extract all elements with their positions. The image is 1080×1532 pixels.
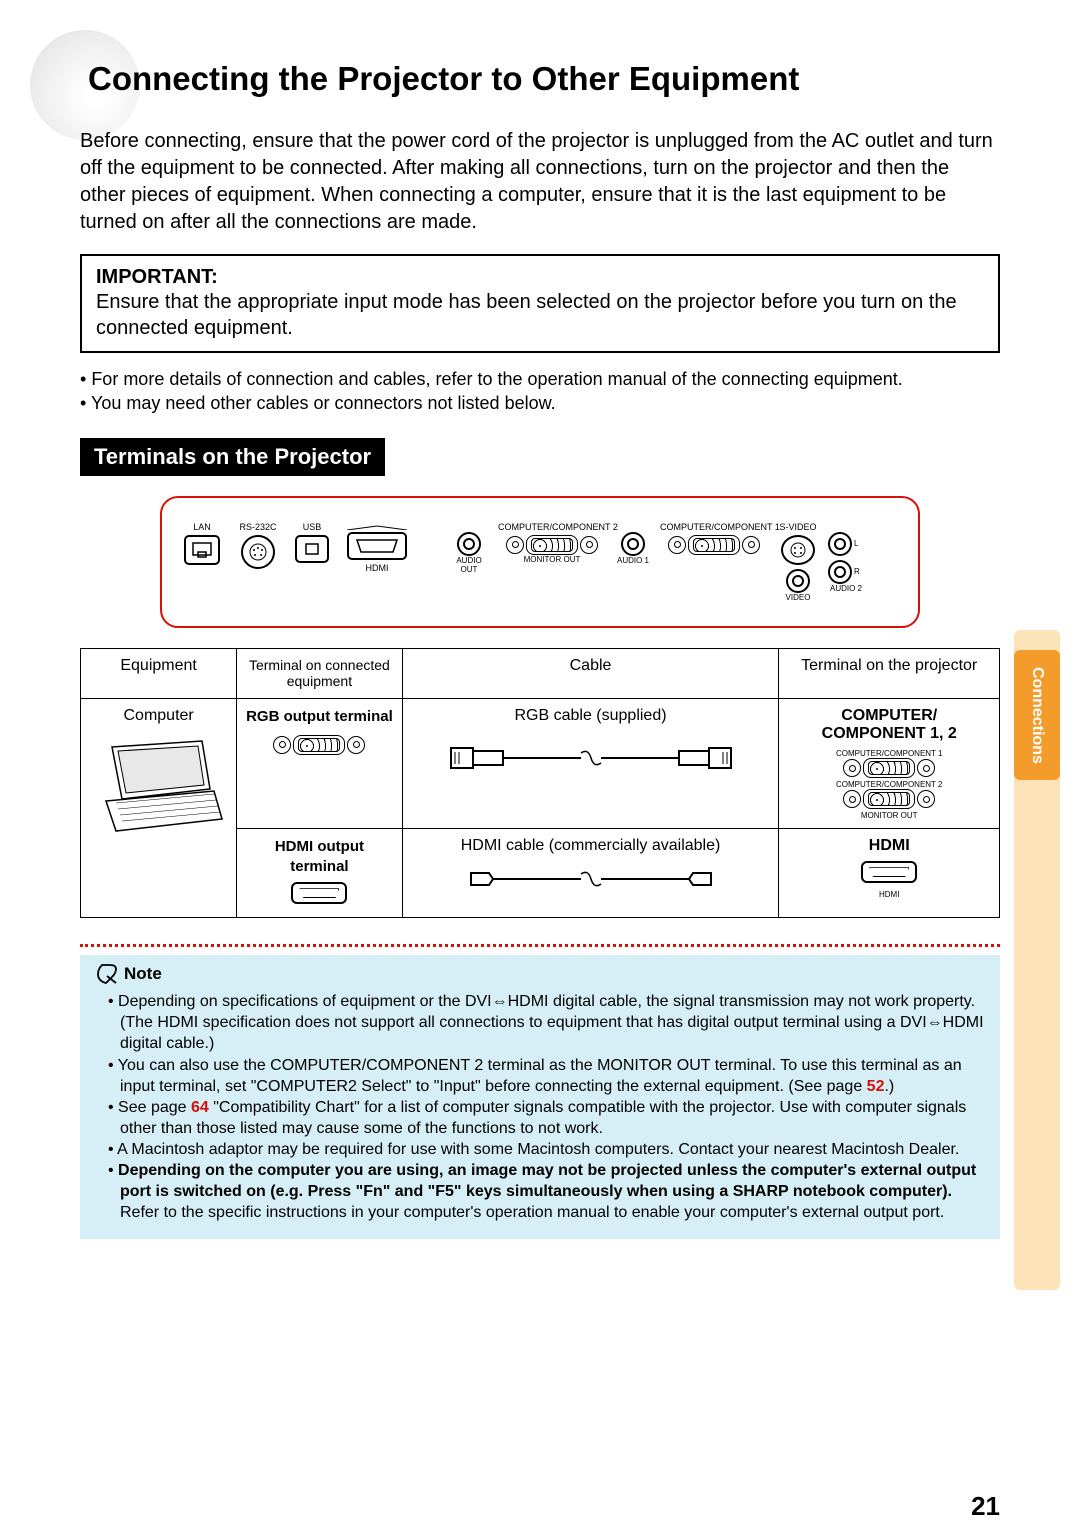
- table-row: Computer RGB output terminal: [81, 699, 1000, 829]
- audio-out-jack-icon: [457, 532, 481, 556]
- rs232c-port-icon: [241, 535, 275, 569]
- audio2-r-jack-icon: [828, 560, 852, 584]
- important-label: IMPORTANT:: [96, 266, 984, 289]
- cell-cable-hdmi: HDMI cable (commercially available): [402, 829, 779, 918]
- table-header-term-conn: Terminal on connected equipment: [237, 648, 402, 699]
- terminal-rs232c-label: RS-232C: [234, 522, 282, 532]
- vga2-screw-icon: [580, 536, 598, 554]
- vga-screw-icon: [917, 790, 935, 808]
- note-item: See page 64 "Compatibility Chart" for a …: [96, 1097, 984, 1139]
- important-text: Ensure that the appropriate input mode h…: [96, 289, 984, 341]
- page-ref: 64: [191, 1099, 209, 1116]
- table-header-equipment: Equipment: [81, 648, 237, 699]
- important-box: IMPORTANT: Ensure that the appropriate i…: [80, 254, 1000, 353]
- vga-screw-icon: [273, 736, 291, 754]
- vga1-port-icon: [688, 535, 740, 555]
- cell-projterm-rgb: COMPUTER/ COMPONENT 1, 2 COMPUTER/COMPON…: [779, 699, 1000, 829]
- terminal-r-label: R: [854, 567, 860, 576]
- vga-screw-icon: [843, 759, 861, 777]
- lan-port-icon: [184, 535, 220, 565]
- table-header-term-proj: Terminal on the projector: [779, 648, 1000, 699]
- note-icon: [96, 963, 118, 985]
- vga-port-icon: [863, 789, 915, 809]
- equipment-label: Computer: [123, 707, 193, 724]
- terminal-comp2-label: COMPUTER/COMPONENT 2: [498, 522, 606, 532]
- terminal-l-label: L: [854, 539, 858, 548]
- table-header-cable: Cable: [402, 648, 779, 699]
- terminal-svideo-label: S-VIDEO: [778, 522, 818, 532]
- hdmi-cable-label: HDMI cable (commercially available): [461, 837, 721, 854]
- connection-table: Equipment Terminal on connected equipmen…: [80, 648, 1000, 919]
- proj-sub-comp1: COMPUTER/COMPONENT 1: [787, 749, 991, 758]
- vga2-screw-icon: [506, 536, 524, 554]
- hdmi-leader-line: [347, 522, 407, 530]
- note-list: Depending on specifications of equipment…: [96, 991, 984, 1223]
- laptop-icon: [94, 733, 224, 833]
- svideo-port-icon: [781, 535, 815, 565]
- note-header: Note: [96, 963, 984, 985]
- proj-term-hdmi-label: HDMI: [869, 837, 910, 854]
- terminal-usb-label: USB: [292, 522, 332, 532]
- vga1-screw-icon: [742, 536, 760, 554]
- note-item: Depending on the computer you are using,…: [96, 1160, 984, 1223]
- terminal-comp1-label: COMPUTER/COMPONENT 1: [660, 522, 768, 532]
- vga1-screw-icon: [668, 536, 686, 554]
- note-item: Depending on specifications of equipment…: [96, 991, 984, 1054]
- vga-screw-icon: [917, 759, 935, 777]
- terminal-hdmi-label: HDMI: [342, 563, 412, 573]
- usb-port-icon: [295, 535, 329, 563]
- terminal-video-label: VIDEO: [778, 593, 818, 602]
- proj-sub-hdmi: HDMI: [787, 890, 991, 899]
- video-jack-icon: [786, 569, 810, 593]
- hdmi-term-label: HDMI output terminal: [275, 838, 364, 875]
- section-heading: Terminals on the Projector: [80, 438, 385, 476]
- audio1-jack-icon: [621, 532, 645, 556]
- intro-paragraph: Before connecting, ensure that the power…: [80, 128, 1000, 236]
- rgb-cable-label: RGB cable (supplied): [514, 707, 666, 724]
- cell-term-hdmi: HDMI output terminal: [237, 829, 402, 918]
- pre-bullets: For more details of connection and cable…: [80, 367, 1000, 416]
- table-header-row: Equipment Terminal on connected equipmen…: [81, 648, 1000, 699]
- proj-term-comp-label: COMPUTER/ COMPONENT 1, 2: [822, 707, 957, 742]
- terminal-monitorout-label: MONITOR OUT: [498, 555, 606, 564]
- note-item: You can also use the COMPUTER/COMPONENT …: [96, 1055, 984, 1097]
- note-label: Note: [124, 964, 162, 984]
- cell-equipment: Computer: [81, 699, 237, 918]
- vga-port-icon: [293, 735, 345, 755]
- terminal-lan-label: LAN: [180, 522, 224, 532]
- pre-bullet-1: For more details of connection and cable…: [80, 367, 1000, 391]
- page-title: Connecting the Projector to Other Equipm…: [88, 60, 1000, 98]
- page-number: 21: [971, 1491, 1000, 1522]
- note-divider: [80, 944, 1000, 947]
- terminals-figure: LAN RS-232C USB: [160, 496, 920, 628]
- audio2-l-jack-icon: [828, 532, 852, 556]
- vga-screw-icon: [347, 736, 365, 754]
- rgb-cable-icon: [441, 725, 741, 785]
- terminal-audioout-label: AUDIO OUT: [450, 556, 488, 574]
- cell-cable-rgb: RGB cable (supplied): [402, 699, 779, 829]
- terminal-audio1-label: AUDIO 1: [616, 556, 650, 565]
- page-ref: 52: [867, 1078, 885, 1095]
- note-box: Note Depending on specifications of equi…: [80, 955, 1000, 1239]
- vga-screw-icon: [843, 790, 861, 808]
- vga2-port-icon: [526, 535, 578, 555]
- hdmi-port-icon: [347, 532, 407, 560]
- cell-term-rgb: RGB output terminal: [237, 699, 402, 829]
- hdmi-cable-icon: [461, 855, 721, 901]
- note-item: A Macintosh adaptor may be required for …: [96, 1139, 984, 1160]
- proj-sub-monout: MONITOR OUT: [787, 811, 991, 820]
- hdmi-port-icon: [861, 861, 917, 883]
- hdmi-port-icon: [291, 882, 347, 904]
- terminal-audio2-label: AUDIO 2: [828, 584, 864, 593]
- cell-projterm-hdmi: HDMI HDMI: [779, 829, 1000, 918]
- rgb-term-label: RGB output terminal: [246, 708, 393, 725]
- vga-port-icon: [863, 758, 915, 778]
- pre-bullet-2: You may need other cables or connectors …: [80, 391, 1000, 415]
- proj-sub-comp2: COMPUTER/COMPONENT 2: [787, 780, 991, 789]
